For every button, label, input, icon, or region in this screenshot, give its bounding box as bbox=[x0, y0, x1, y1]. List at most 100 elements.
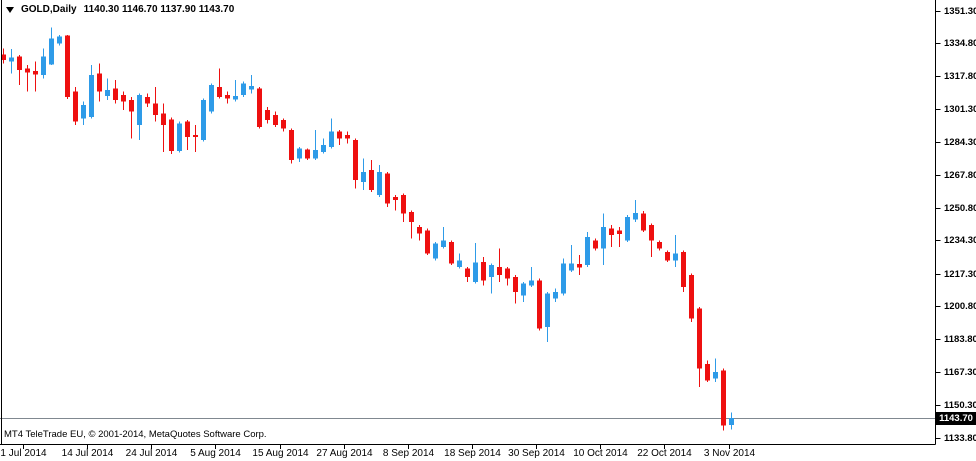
time-axis-label: 3 Nov 2014 bbox=[703, 448, 756, 459]
bull-candle-body bbox=[41, 56, 46, 75]
bear-candle-body bbox=[665, 251, 670, 261]
bear-candle-body bbox=[273, 115, 278, 126]
bull-candle-body bbox=[625, 216, 630, 241]
bull-candle-body bbox=[545, 293, 550, 328]
price-axis-label: 1317.80 bbox=[944, 70, 976, 82]
bear-candle-body bbox=[577, 264, 582, 268]
bear-candle-body bbox=[401, 195, 406, 214]
price-axis-label: 1133.80 bbox=[944, 432, 976, 444]
bull-candle-body bbox=[361, 171, 366, 182]
bear-candle-body bbox=[25, 68, 30, 73]
time-axis-label: 22 Oct 2014 bbox=[637, 448, 692, 459]
bull-candle-body bbox=[249, 86, 254, 90]
bear-candle-body bbox=[97, 73, 102, 92]
bear-candle-body bbox=[193, 134, 198, 137]
bull-candle-body bbox=[241, 83, 246, 96]
bear-candle-body bbox=[161, 113, 166, 126]
bear-candle-body bbox=[121, 95, 126, 102]
bull-candle-body bbox=[177, 123, 182, 151]
bear-candle-body bbox=[449, 241, 454, 264]
time-axis-label: 27 Aug 2014 bbox=[316, 448, 373, 459]
bull-candle-body bbox=[137, 95, 142, 126]
bull-candle-body bbox=[321, 145, 326, 152]
bear-candle-body bbox=[721, 370, 726, 426]
bear-candle-body bbox=[689, 275, 694, 319]
price-axis-label: 1234.30 bbox=[944, 234, 976, 246]
bull-candle-body bbox=[441, 240, 446, 247]
bull-candle-body bbox=[81, 105, 86, 119]
bear-candle-body bbox=[73, 91, 78, 122]
time-axis-label: 5 Aug 2014 bbox=[190, 448, 241, 459]
bear-candle-body bbox=[697, 308, 702, 369]
bull-candle-body bbox=[89, 74, 94, 117]
bull-candle-body bbox=[673, 253, 678, 261]
time-axis-label: 24 Jul 2014 bbox=[125, 448, 178, 459]
bear-candle-body bbox=[17, 56, 22, 71]
price-axis-label: 1250.80 bbox=[944, 202, 976, 214]
price-axis-label: 1183.80 bbox=[944, 333, 976, 345]
price-axis-label: 1167.30 bbox=[944, 366, 976, 378]
bear-candle-body bbox=[417, 226, 422, 234]
current-price-badge: 1143.70 bbox=[936, 411, 976, 425]
bear-candle-body bbox=[1, 54, 6, 61]
bull-candle-body bbox=[585, 236, 590, 266]
bull-candle-body bbox=[9, 57, 14, 62]
bull-candle-body bbox=[553, 291, 558, 299]
bear-candle-body bbox=[33, 71, 38, 75]
price-axis-label: 1301.30 bbox=[944, 103, 976, 115]
bear-candle-body bbox=[425, 230, 430, 254]
bear-candle-body bbox=[513, 277, 518, 292]
price-axis-label: 1200.80 bbox=[944, 300, 976, 312]
bear-candle-body bbox=[353, 140, 358, 181]
price-axis-label: 1284.30 bbox=[944, 136, 976, 148]
bull-candle-body bbox=[49, 38, 54, 65]
price-axis-label: 1217.30 bbox=[944, 268, 976, 280]
time-axis-label: 1 Jul 2014 bbox=[0, 448, 47, 459]
bear-candle-body bbox=[337, 131, 342, 139]
bull-candle-body bbox=[297, 148, 302, 159]
bull-candle-body bbox=[377, 171, 382, 196]
time-axis-label: 14 Jul 2014 bbox=[61, 448, 114, 459]
chart-title: GOLD,Daily 1140.30 1146.70 1137.90 1143.… bbox=[6, 4, 234, 15]
price-axis-label: 1334.80 bbox=[944, 37, 976, 49]
bear-candle-body bbox=[657, 241, 662, 249]
bear-candle-body bbox=[705, 363, 710, 381]
bear-candle-body bbox=[225, 95, 230, 99]
triangle-down-icon bbox=[6, 7, 14, 13]
bear-candle-body bbox=[185, 121, 190, 137]
bear-candle-body bbox=[305, 149, 310, 159]
bear-candle-body bbox=[257, 88, 262, 127]
bear-candle-body bbox=[681, 251, 686, 288]
price-axis-label: 1267.80 bbox=[944, 169, 976, 181]
bull-candle-body bbox=[457, 260, 462, 267]
bull-candle-body bbox=[529, 280, 534, 286]
time-axis-label: 30 Sep 2014 bbox=[508, 448, 565, 459]
bear-candle-body bbox=[465, 268, 470, 278]
bear-candle-body bbox=[113, 88, 118, 101]
bear-candle-body bbox=[169, 119, 174, 151]
bear-candle-body bbox=[505, 268, 510, 279]
bear-candle-body bbox=[385, 173, 390, 204]
bear-candle-body bbox=[593, 240, 598, 249]
bull-candle-body bbox=[105, 90, 110, 96]
bull-candle-body bbox=[57, 36, 62, 44]
bull-candle-body bbox=[713, 372, 718, 379]
bull-candle-body bbox=[209, 85, 214, 112]
bull-candle-body bbox=[313, 150, 318, 159]
bull-candle-body bbox=[601, 226, 606, 249]
bear-candle-body bbox=[497, 266, 502, 276]
price-axis-label: 1351.30 bbox=[944, 5, 976, 17]
bull-candle-body bbox=[233, 96, 238, 100]
bear-candle-body bbox=[345, 135, 350, 139]
ohlc-values: 1140.30 1146.70 1137.90 1143.70 bbox=[83, 4, 235, 15]
bear-candle-body bbox=[641, 213, 646, 231]
time-axis-label: 18 Sep 2014 bbox=[444, 448, 501, 459]
time-axis-label: 8 Sep 2014 bbox=[382, 448, 435, 459]
bull-candle-body bbox=[633, 213, 638, 220]
bull-candle-body bbox=[433, 243, 438, 259]
copyright-watermark: MT4 TeleTrade EU, © 2001-2014, MetaQuote… bbox=[4, 429, 267, 440]
bear-candle-body bbox=[393, 196, 398, 201]
symbol-period-label: GOLD,Daily bbox=[21, 4, 77, 15]
